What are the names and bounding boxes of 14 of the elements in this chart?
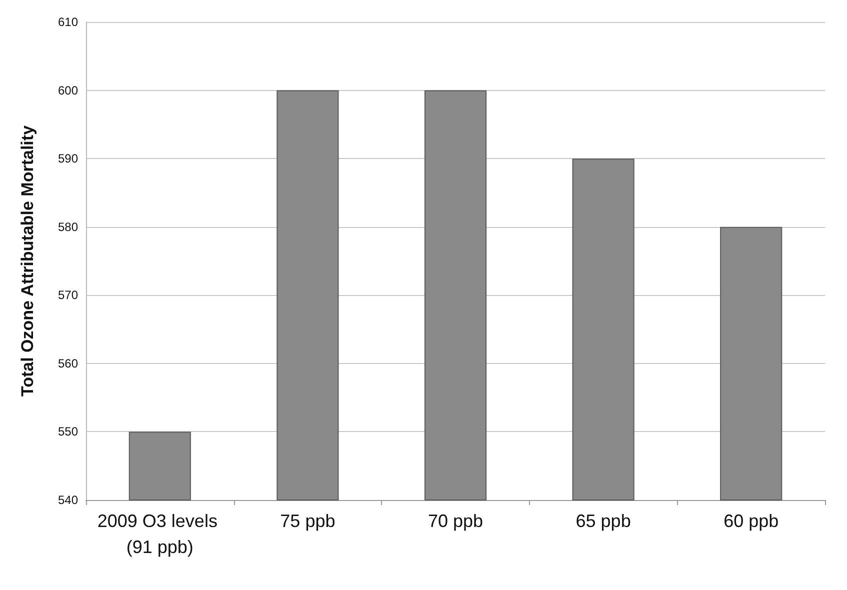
y-tick-label: 570	[58, 288, 78, 302]
y-tick-label: 560	[58, 356, 78, 370]
y-axis-title: Total Ozone Attributable Mortality	[18, 124, 37, 397]
x-tick-label: 60 ppb	[724, 511, 779, 531]
x-tick-label: 2009 O3 levels (91 ppb)	[97, 511, 222, 557]
y-tick-label: 540	[58, 493, 78, 507]
x-tick-label: 65 ppb	[576, 511, 631, 531]
y-tick-label: 610	[58, 15, 78, 29]
y-tick-label: 600	[58, 83, 78, 98]
x-tick-label: 70 ppb	[428, 511, 484, 531]
y-tick-label: 580	[58, 220, 78, 234]
y-tick-label: 550	[58, 424, 78, 439]
x-tick-label: 75 ppb	[280, 511, 336, 531]
y-tick-label: 590	[58, 152, 78, 166]
